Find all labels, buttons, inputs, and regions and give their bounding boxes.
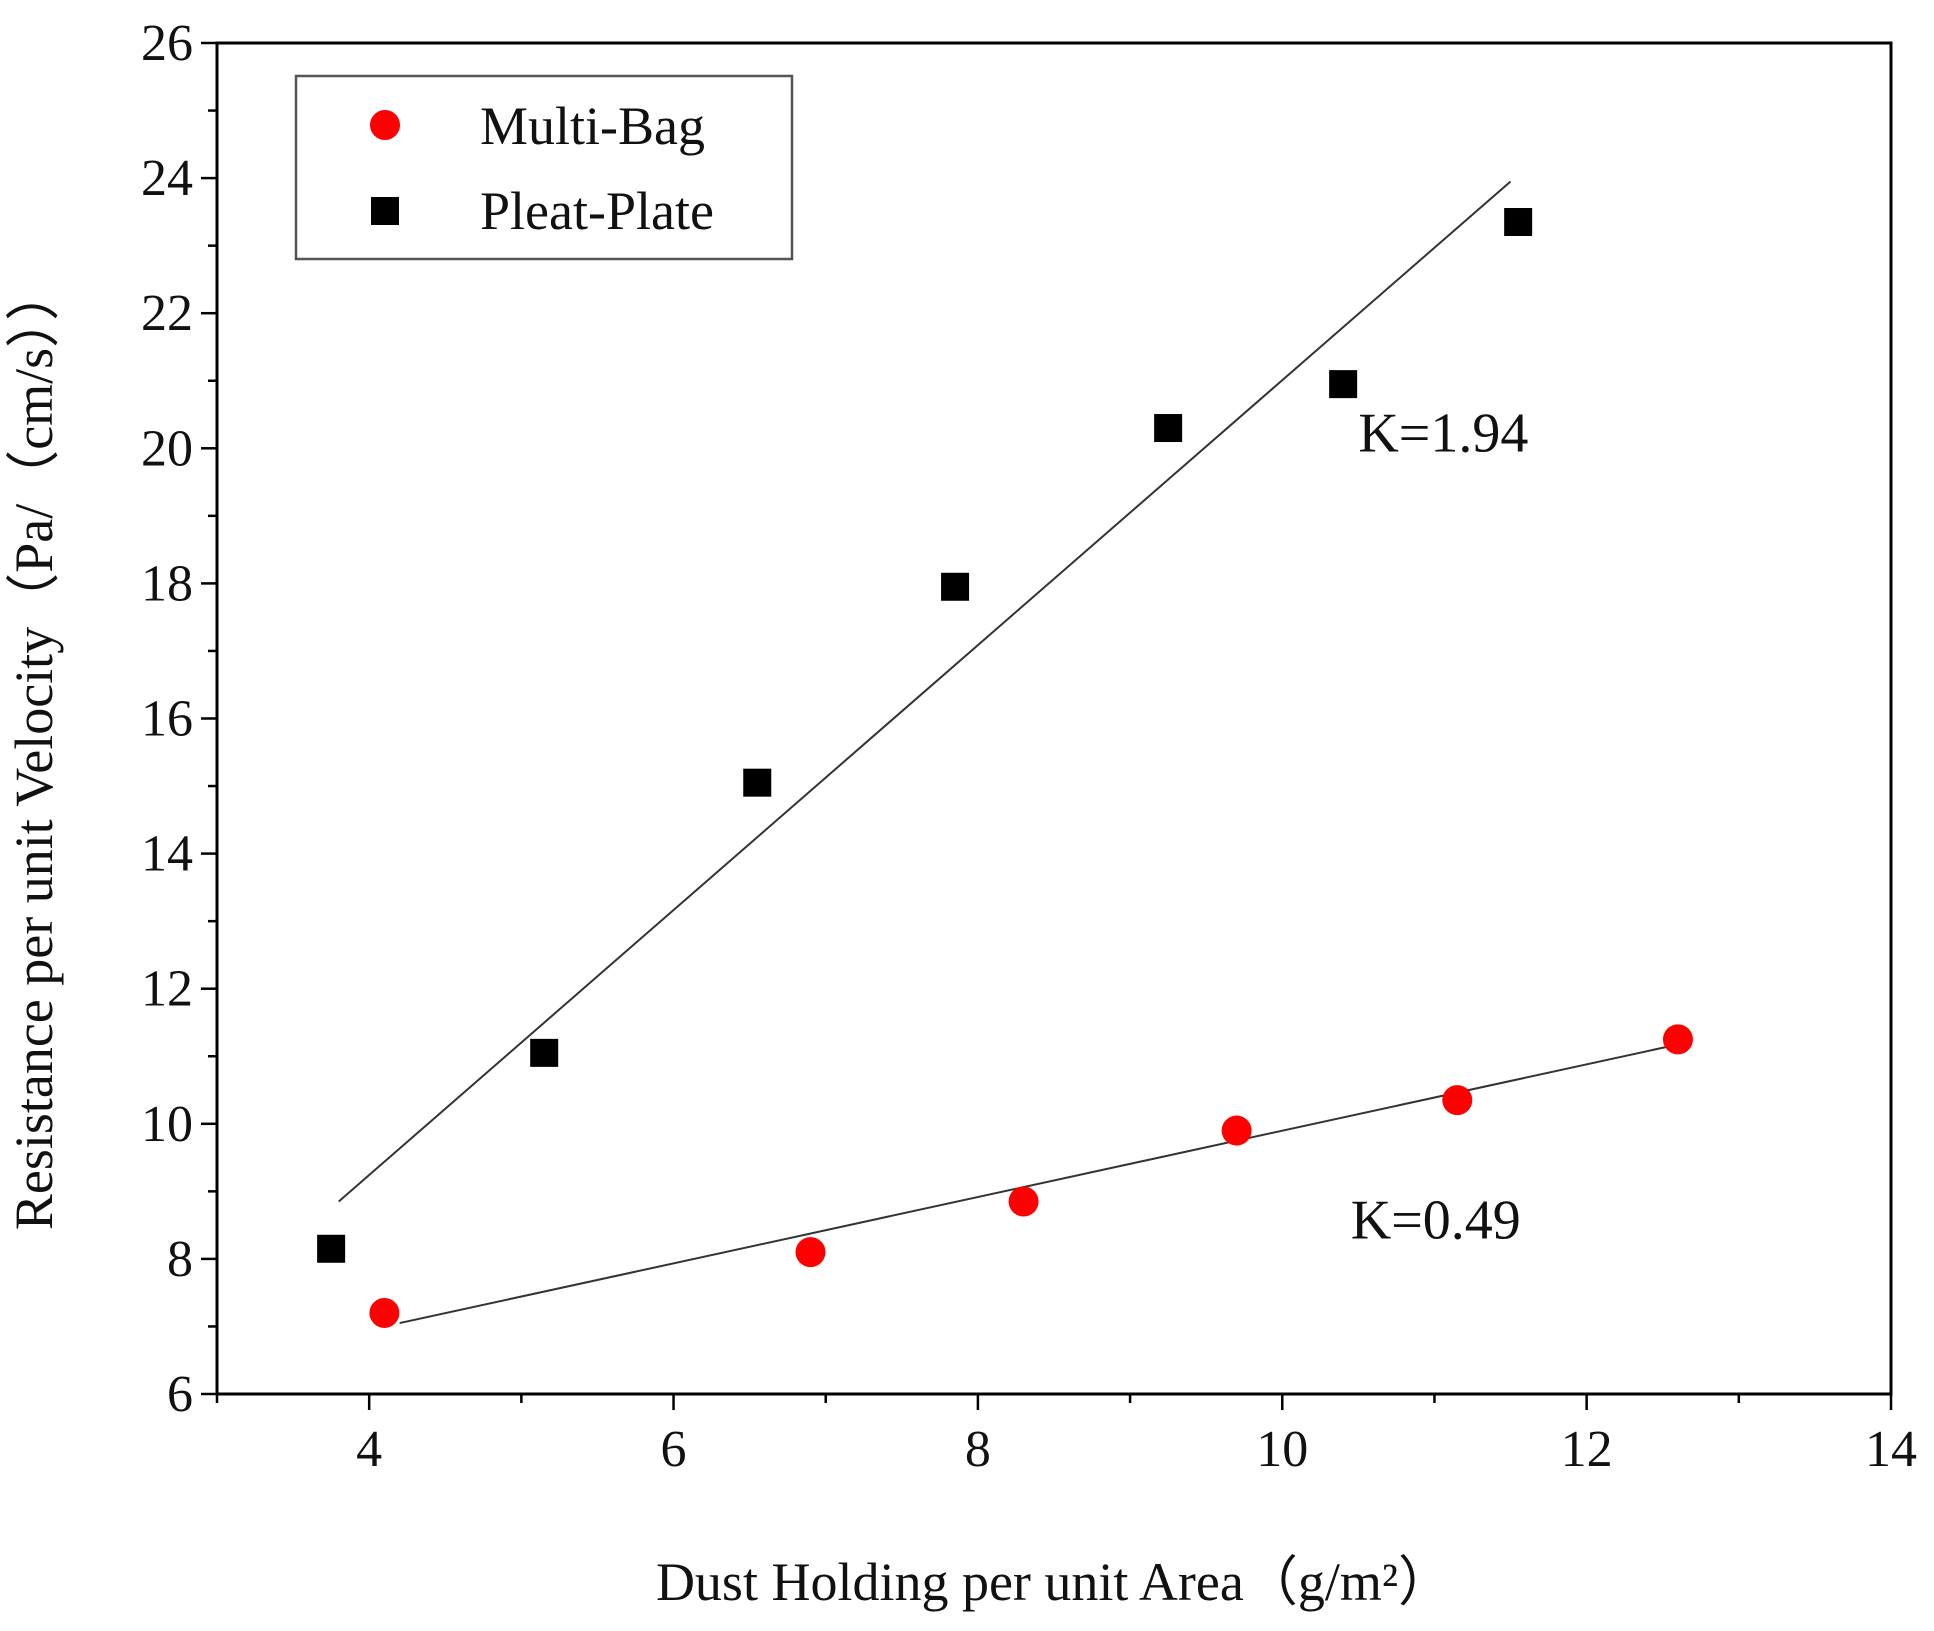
axes-group: 4 6 8 10 12 14 6 8 10 12 14 16 18 20 22 24 26 xyxy=(141,15,1917,1478)
y-axis-title: Resistance per unit Velocity（Pa/（cm/s）） xyxy=(4,267,64,1230)
y-tick-label: 18 xyxy=(141,555,193,612)
pleat-plate-slope-label: K=1.94 xyxy=(1358,403,1528,465)
fit-line-pleat-plate xyxy=(338,180,1512,1203)
y-tick-label: 26 xyxy=(141,15,193,72)
multi-bag-point xyxy=(1442,1085,1473,1116)
data-points-group xyxy=(317,208,1693,1328)
legend: Multi-Bag Pleat-Plate xyxy=(294,74,794,261)
y-tick-label: 16 xyxy=(141,691,193,748)
x-tick-label: 6 xyxy=(661,1421,687,1478)
multi-bag-point xyxy=(1008,1186,1039,1217)
legend-multi-bag-marker xyxy=(370,110,400,140)
pleat-plate-point xyxy=(1154,414,1183,443)
x-tick-label: 12 xyxy=(1561,1421,1613,1478)
pleat-plate-point xyxy=(1329,370,1358,399)
y-tick-label: 24 xyxy=(141,150,193,207)
y-tick-label: 10 xyxy=(141,1096,193,1153)
y-tick-label: 6 xyxy=(167,1366,193,1423)
multi-bag-slope-label: K=0.49 xyxy=(1351,1190,1521,1252)
multi-bag-point xyxy=(1662,1024,1693,1055)
x-tick-label: 14 xyxy=(1865,1421,1917,1478)
pleat-plate-point xyxy=(743,768,772,797)
x-axis-title: Dust Holding per unit Area（g/m²） xyxy=(656,1552,1452,1612)
multi-bag-point xyxy=(1221,1115,1252,1146)
legend-multi-bag-label: Multi-Bag xyxy=(480,96,705,156)
y-tick-label: 14 xyxy=(141,826,193,883)
multi-bag-point xyxy=(795,1237,826,1268)
multi-bag-point xyxy=(369,1297,400,1328)
pleat-plate-point xyxy=(530,1038,559,1067)
y-tick-label: 8 xyxy=(167,1231,193,1288)
legend-pleat-plate-label: Pleat-Plate xyxy=(480,181,714,241)
legend-box xyxy=(294,74,794,261)
x-tick-label: 10 xyxy=(1256,1421,1308,1478)
y-tick-label: 12 xyxy=(141,961,193,1018)
x-tick-label: 4 xyxy=(356,1421,382,1478)
y-tick-label: 20 xyxy=(141,420,193,477)
pleat-plate-point xyxy=(317,1234,346,1263)
annotations-group: K=1.94 K=0.49 xyxy=(1351,403,1529,1252)
legend-pleat-plate-marker xyxy=(371,197,399,225)
pleat-plate-point xyxy=(1504,208,1533,237)
y-tick-label: 22 xyxy=(141,285,193,342)
pleat-plate-point xyxy=(941,572,970,601)
x-tick-label: 8 xyxy=(965,1421,991,1478)
